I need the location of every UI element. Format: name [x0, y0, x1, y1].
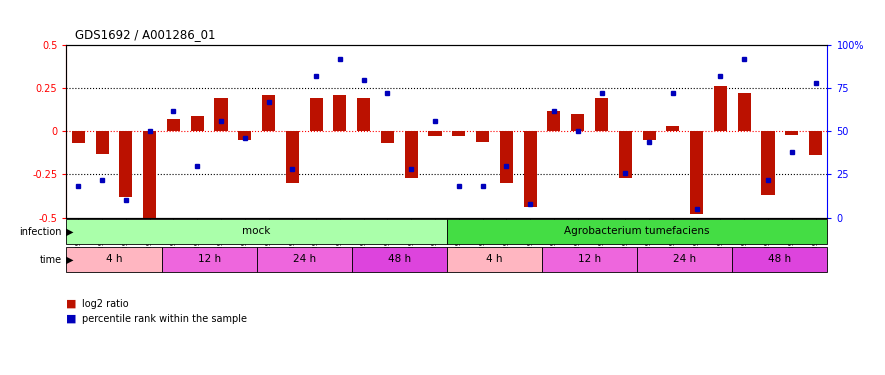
- Text: infection: infection: [19, 226, 62, 237]
- Bar: [595, 99, 608, 131]
- Bar: [334, 95, 346, 131]
- Text: mock: mock: [242, 226, 271, 236]
- Bar: [447, 219, 827, 244]
- Bar: [238, 131, 251, 140]
- Bar: [761, 131, 774, 195]
- Text: percentile rank within the sample: percentile rank within the sample: [82, 314, 247, 324]
- Bar: [809, 131, 822, 155]
- Bar: [476, 131, 489, 142]
- Text: log2 ratio: log2 ratio: [82, 299, 129, 309]
- Bar: [666, 126, 680, 131]
- Text: 12 h: 12 h: [197, 254, 220, 264]
- Bar: [257, 247, 351, 272]
- Bar: [358, 99, 370, 131]
- Bar: [619, 131, 632, 178]
- Bar: [785, 131, 798, 135]
- Bar: [452, 131, 466, 136]
- Text: 24 h: 24 h: [293, 254, 316, 264]
- Bar: [733, 247, 827, 272]
- Bar: [447, 247, 543, 272]
- Bar: [286, 131, 299, 183]
- Bar: [404, 131, 418, 178]
- Bar: [428, 131, 442, 136]
- Bar: [96, 131, 109, 154]
- Text: ■: ■: [66, 314, 77, 324]
- Bar: [524, 131, 536, 207]
- Bar: [214, 99, 227, 131]
- Text: 4 h: 4 h: [105, 254, 122, 264]
- Bar: [548, 111, 560, 131]
- Bar: [262, 95, 275, 131]
- Bar: [310, 99, 323, 131]
- Text: 48 h: 48 h: [768, 254, 791, 264]
- Bar: [637, 247, 733, 272]
- Bar: [143, 131, 156, 218]
- Text: 24 h: 24 h: [673, 254, 696, 264]
- Bar: [119, 131, 133, 197]
- Text: ▶: ▶: [65, 226, 73, 237]
- Bar: [352, 247, 447, 272]
- Bar: [72, 131, 85, 143]
- Text: ▶: ▶: [65, 255, 73, 265]
- Bar: [190, 116, 204, 131]
- Bar: [542, 247, 637, 272]
- Bar: [381, 131, 394, 143]
- Text: 4 h: 4 h: [486, 254, 503, 264]
- Bar: [690, 131, 704, 214]
- Text: 48 h: 48 h: [388, 254, 411, 264]
- Text: 12 h: 12 h: [578, 254, 601, 264]
- Text: Agrobacterium tumefaciens: Agrobacterium tumefaciens: [565, 226, 710, 236]
- Bar: [714, 86, 727, 131]
- Text: ■: ■: [66, 299, 77, 309]
- Bar: [643, 131, 656, 140]
- Bar: [66, 247, 161, 272]
- Text: time: time: [40, 255, 62, 265]
- Bar: [500, 131, 513, 183]
- Bar: [161, 247, 257, 272]
- Bar: [571, 114, 584, 131]
- Bar: [66, 219, 447, 244]
- Text: GDS1692 / A001286_01: GDS1692 / A001286_01: [75, 28, 216, 41]
- Bar: [167, 119, 180, 131]
- Bar: [738, 93, 750, 131]
